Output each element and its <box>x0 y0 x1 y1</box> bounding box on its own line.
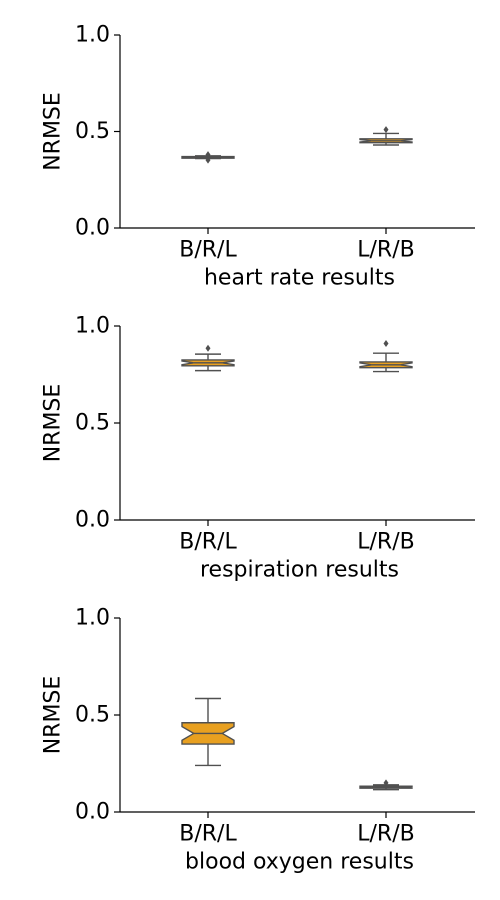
y-tick-label: 1.0 <box>75 314 110 339</box>
outlier-point <box>205 344 211 352</box>
x-tick-label: B/R/L <box>179 238 237 263</box>
outlier-point <box>383 339 389 347</box>
x-axis-label: heart rate results <box>204 266 395 291</box>
box-lrb <box>359 339 413 373</box>
outlier-point <box>383 126 389 134</box>
x-tick-label: L/R/B <box>357 238 414 263</box>
outlier-point <box>205 156 211 164</box>
x-axis-label: respiration results <box>200 558 399 583</box>
y-tick-label: 0.5 <box>75 411 110 436</box>
x-tick-label: B/R/L <box>179 530 237 555</box>
x-tick-label: B/R/L <box>179 822 237 847</box>
box-lrb <box>359 126 413 146</box>
box-brl <box>181 151 235 164</box>
y-tick-label: 0.5 <box>75 703 110 728</box>
x-tick-label: L/R/B <box>357 530 414 555</box>
y-tick-label: 0.5 <box>75 119 110 144</box>
chart-panel-2: 0.0 0.5 1.0 NRMSE B/R/L L/R/B respiration resu… <box>41 314 475 583</box>
y-axis-label: NRMSE <box>41 92 66 171</box>
y-tick-label: 1.0 <box>75 23 110 48</box>
y-axis-label: NRMSE <box>41 384 66 463</box>
x-axis-label: blood oxygen results <box>185 850 414 875</box>
box-lrb <box>359 779 413 791</box>
y-axis-label: NRMSE <box>41 676 66 755</box>
y-tick-label: 0.0 <box>75 508 110 533</box>
chart-panel-1: 0.0 0.5 1.0 NRMSE B/R/L L/R/B heart rate resul… <box>41 23 475 291</box>
outlier-point <box>383 779 389 787</box>
y-tick-label: 0.0 <box>75 800 110 825</box>
chart-panel-3: 0.0 0.5 1.0 NRMSE B/R/L L/R/B blood oxygen res… <box>41 606 475 875</box>
outlier-point <box>205 151 211 159</box>
x-tick-label: L/R/B <box>357 822 414 847</box>
y-tick-label: 0.0 <box>75 216 110 241</box>
y-tick-label: 1.0 <box>75 606 110 631</box>
box-brl <box>181 697 235 767</box>
box-brl <box>181 344 235 372</box>
